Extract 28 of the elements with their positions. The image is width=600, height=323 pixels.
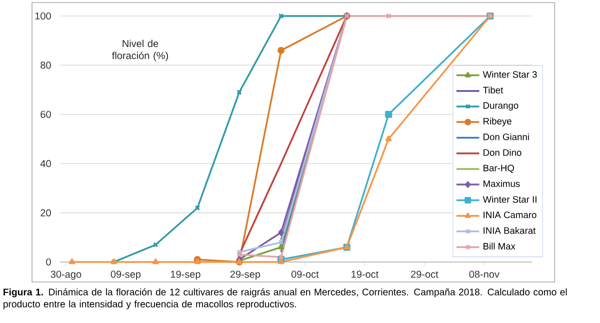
y-tick-label: 100 [35, 12, 51, 20]
x-tick-label: 09-oct [291, 270, 319, 278]
x-tick-label: 08-nov [469, 270, 500, 278]
y-tick-label: 60 [40, 110, 51, 118]
x-tick-label: 30-ago [50, 270, 82, 280]
legend-label: Bar-HQ [484, 164, 514, 173]
x-tick-label: 19-sep [170, 270, 200, 280]
legend-label: Durango [484, 102, 518, 111]
y-tick-label: 0 [46, 258, 51, 266]
text: Figura 1. Dinámica de la floración de 12 cultivares de raigrás anual en Mercedes, Corrientes. Campaña 2018. Calculado como el producto entre la intensidad y frecuencia de macollos reproductivos. [4, 288, 567, 310]
y-tick-label: 20 [40, 209, 51, 216]
x-tick-label: 09-sep [110, 270, 141, 280]
y-tick-label: 40 [40, 160, 51, 168]
legend-label: Maximus [484, 180, 520, 188]
legend-label: Bill Max [484, 242, 516, 250]
x-tick-label: 29-sep [230, 270, 260, 280]
legend-label: Winter Star II [482, 196, 536, 203]
x-tick-label: 29-oct [411, 270, 438, 278]
y-axis-title: Nivel de floración (%) [112, 40, 168, 62]
x-tick-label: 19-oct [352, 270, 379, 278]
legend-label: Tibet [483, 86, 504, 94]
y-tick-label: 80 [40, 62, 51, 69]
legend-label: Ribeye [484, 118, 512, 126]
legend-label: INIA Bakarat [484, 227, 536, 234]
legend-label: Winter Star 3 [482, 70, 537, 78]
legend-label: Don Dino [484, 149, 522, 156]
legend-label: Don Gianni [484, 133, 529, 140]
legend-label: INIA Camaro [484, 212, 536, 218]
